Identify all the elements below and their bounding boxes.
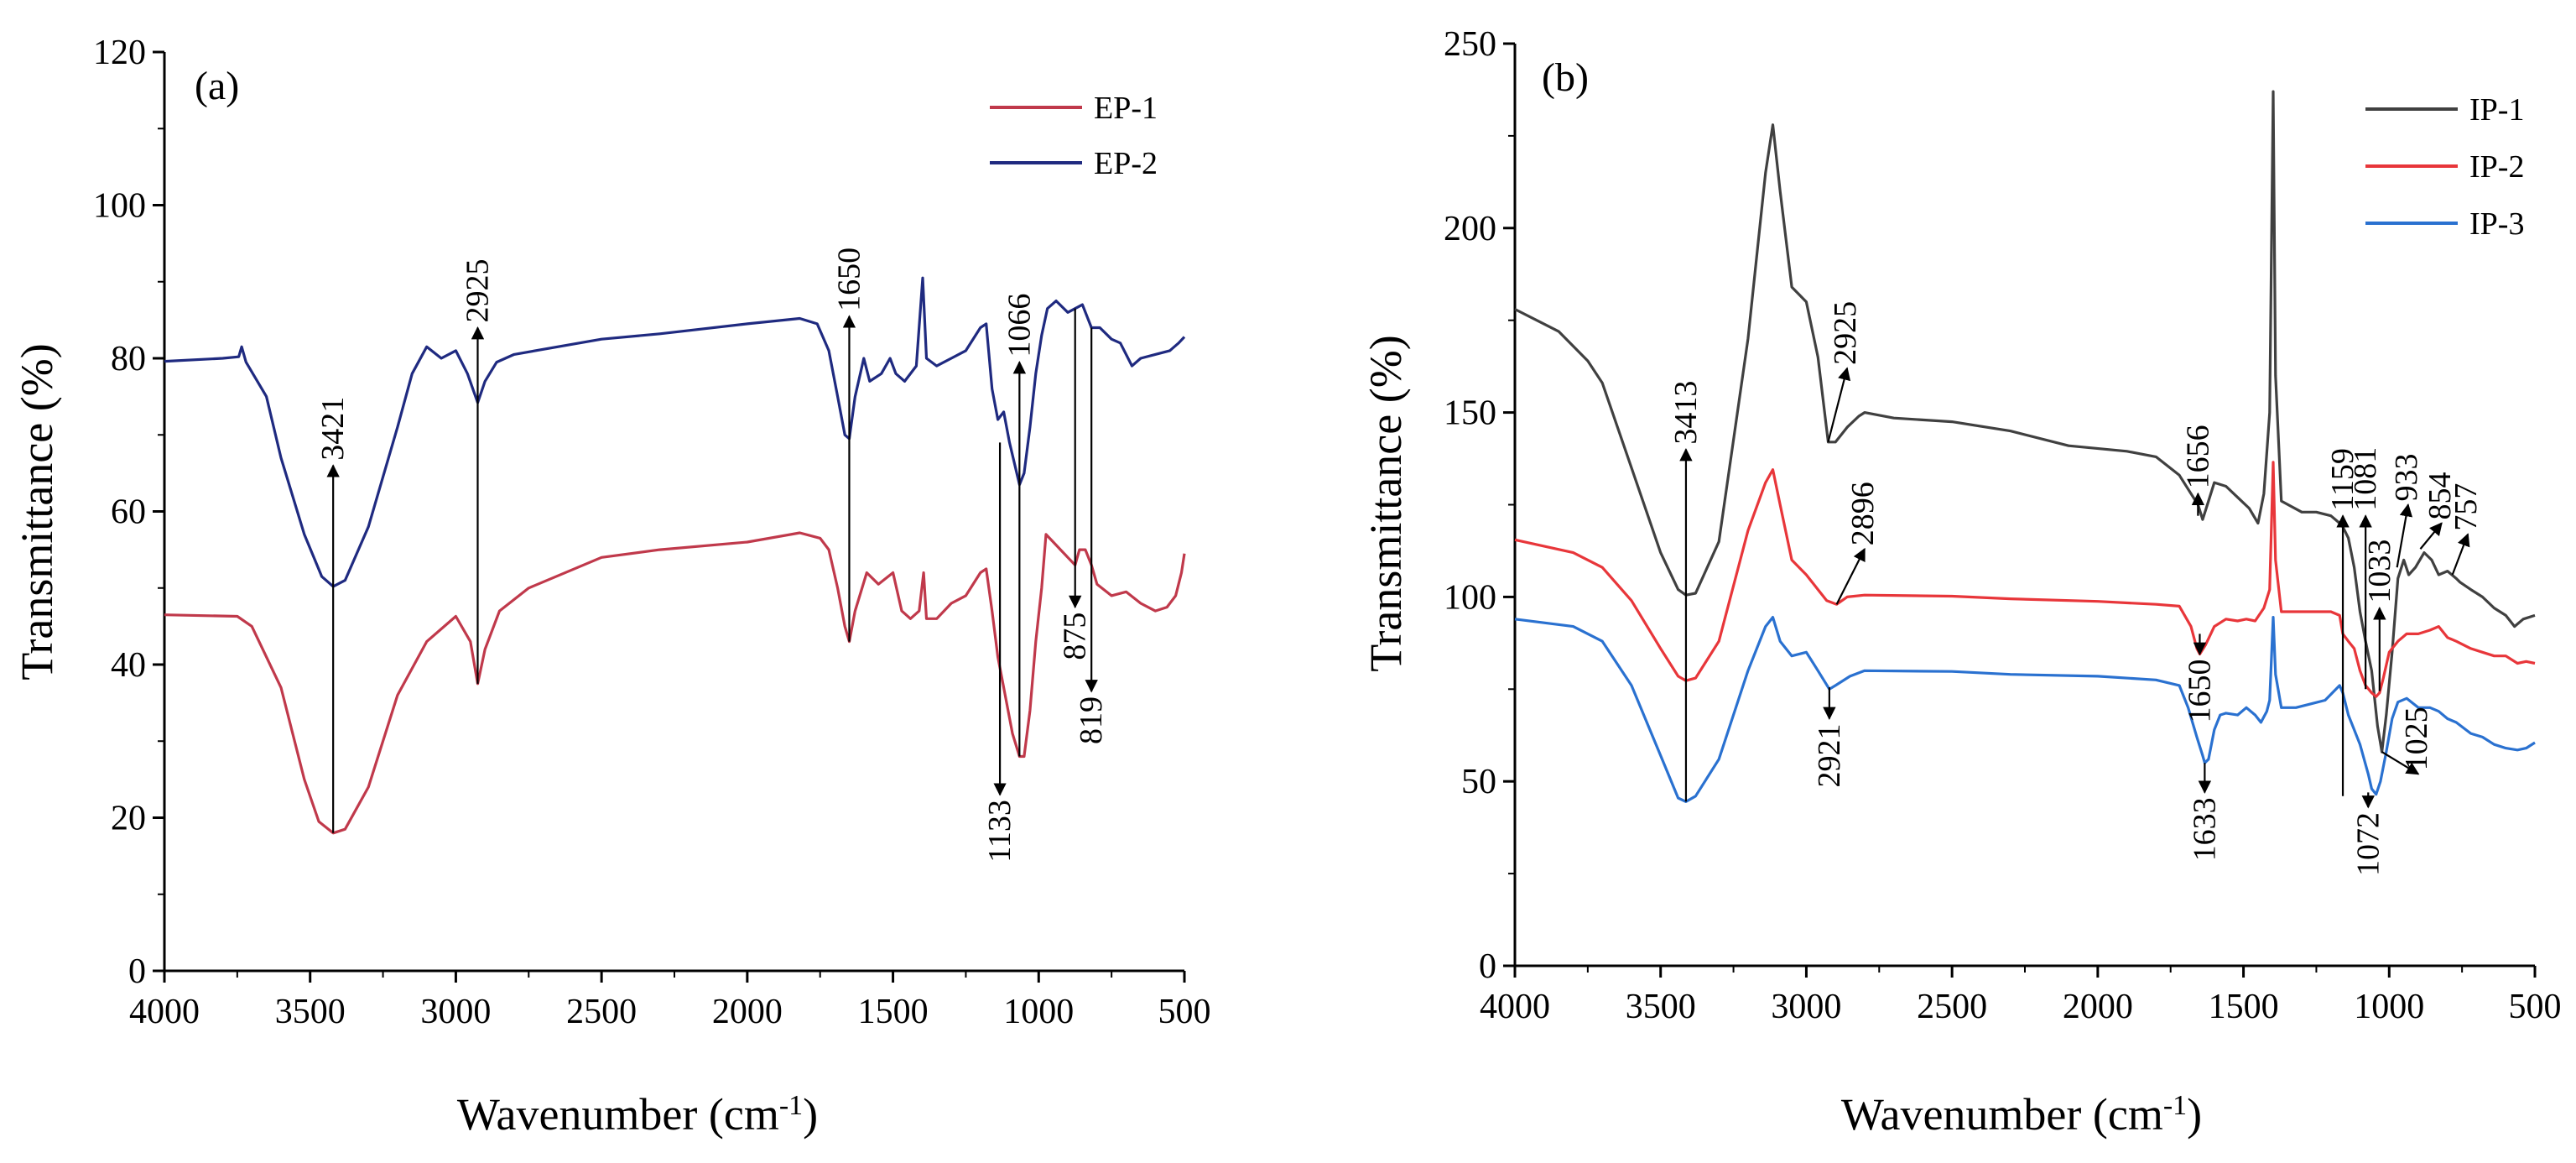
annotation-label-1072: 1072 bbox=[2350, 812, 2386, 876]
x-tick-label: 1000 bbox=[2354, 988, 2424, 1026]
y-tick-label: 150 bbox=[1444, 394, 1496, 433]
annotation-label-875: 875 bbox=[1058, 613, 1093, 660]
x-axis-title: Wavenumber (cm-1) bbox=[1841, 1089, 2202, 1140]
y-axis-title: Transmittance (%) bbox=[12, 343, 62, 680]
annotation-arrow-2925 bbox=[1827, 367, 1851, 443]
annotation-label-933: 933 bbox=[2389, 454, 2424, 502]
y-tick-label: 100 bbox=[1444, 578, 1496, 617]
panel-label: (b) bbox=[1542, 55, 1589, 100]
series-line-ip-2 bbox=[1514, 461, 2536, 698]
y-tick-label: 60 bbox=[111, 493, 146, 532]
x-tick-label: 3500 bbox=[1626, 988, 1696, 1026]
x-tick-label: 4000 bbox=[1480, 988, 1550, 1026]
annotation-label-2921: 2921 bbox=[1812, 723, 1847, 787]
y-tick-label: 20 bbox=[111, 800, 146, 838]
y-tick-label: 200 bbox=[1444, 210, 1496, 248]
series-line-ep-1 bbox=[164, 531, 1186, 835]
annotation-arrow-933 bbox=[2396, 503, 2413, 568]
annotation-label-1633: 1633 bbox=[2187, 797, 2222, 861]
annotation-label-3421: 3421 bbox=[315, 397, 351, 461]
annotation-arrow-1025 bbox=[2381, 751, 2420, 775]
x-tick-label: 3500 bbox=[275, 993, 346, 1031]
x-tick-label: 500 bbox=[2509, 988, 2562, 1026]
y-tick-label: 40 bbox=[111, 646, 146, 685]
annotation-label-1650: 1650 bbox=[831, 248, 866, 311]
series-line-ep-2 bbox=[164, 276, 1186, 588]
y-tick-label: 0 bbox=[1479, 947, 1496, 986]
annotation-label-1133: 1133 bbox=[982, 800, 1017, 863]
chart-panel-b: 4000 3500 3000 2500 2000 1500 1000 500 0 50 100 150… bbox=[1361, 25, 2562, 1140]
x-tick-label: 1500 bbox=[2209, 988, 2279, 1026]
legend-label-ip-3: IP-3 bbox=[2469, 206, 2524, 242]
legend-label-ep-2: EP-2 bbox=[1094, 146, 1158, 181]
annotation-label-854: 854 bbox=[2422, 472, 2458, 519]
annotation-arrow-757 bbox=[2451, 533, 2470, 576]
annotation-label-1081: 1081 bbox=[2348, 447, 2383, 511]
annotation-label-1159: 1159 bbox=[2325, 448, 2360, 511]
annotation-label-2925: 2925 bbox=[460, 259, 495, 323]
y-tick-label: 250 bbox=[1444, 25, 1496, 64]
annotation-label-757: 757 bbox=[2449, 483, 2484, 531]
annotation-label-1650: 1650 bbox=[2182, 660, 2217, 723]
panel-label: (a) bbox=[195, 64, 239, 108]
x-tick-label: 4000 bbox=[129, 993, 200, 1031]
x-tick-label: 3000 bbox=[420, 993, 491, 1031]
legend-label-ip-2: IP-2 bbox=[2469, 149, 2524, 185]
annotation-arrow-854 bbox=[2419, 522, 2443, 550]
x-tick-label: 1500 bbox=[858, 993, 929, 1031]
annotation-label-3413: 3413 bbox=[1668, 381, 1704, 445]
annotation-label-1066: 1066 bbox=[1002, 294, 1037, 357]
y-tick-label: 50 bbox=[1461, 763, 1496, 801]
annotation-label-2925: 2925 bbox=[1828, 301, 1863, 365]
x-tick-label: 500 bbox=[1158, 993, 1211, 1031]
x-tick-label: 2500 bbox=[1917, 988, 1987, 1026]
annotation-label-1025: 1025 bbox=[2399, 707, 2434, 770]
y-tick-label: 80 bbox=[111, 340, 146, 378]
series-line-ip-3 bbox=[1514, 615, 2536, 804]
x-tick-label: 2500 bbox=[566, 993, 637, 1031]
x-tick-label: 1000 bbox=[1003, 993, 1074, 1031]
legend-label-ip-1: IP-1 bbox=[2469, 92, 2524, 128]
x-tick-label: 2000 bbox=[2063, 988, 2133, 1026]
y-tick-label: 0 bbox=[128, 952, 146, 991]
x-axis-title: Wavenumber (cm-1) bbox=[457, 1089, 818, 1140]
annotation-label-1656: 1656 bbox=[2180, 425, 2215, 488]
annotation-label-819: 819 bbox=[1074, 696, 1109, 744]
annotation-arrow-2896 bbox=[1835, 547, 1866, 605]
y-tick-label: 120 bbox=[93, 34, 146, 72]
x-tick-label: 2000 bbox=[712, 993, 783, 1031]
y-axis-title: Transmittance (%) bbox=[1361, 335, 1411, 671]
annotation-label-2896: 2896 bbox=[1845, 482, 1881, 545]
legend-label-ep-1: EP-1 bbox=[1094, 91, 1158, 126]
annotation-label-1033: 1033 bbox=[2362, 540, 2397, 603]
chart-panel-a: 4000 3500 3000 2500 2000 1500 1000 500 0 20 40 60 80… bbox=[12, 34, 1211, 1140]
series-line-ip-1 bbox=[1514, 90, 2536, 754]
x-tick-label: 3000 bbox=[1771, 988, 1841, 1026]
y-tick-label: 100 bbox=[93, 187, 146, 226]
